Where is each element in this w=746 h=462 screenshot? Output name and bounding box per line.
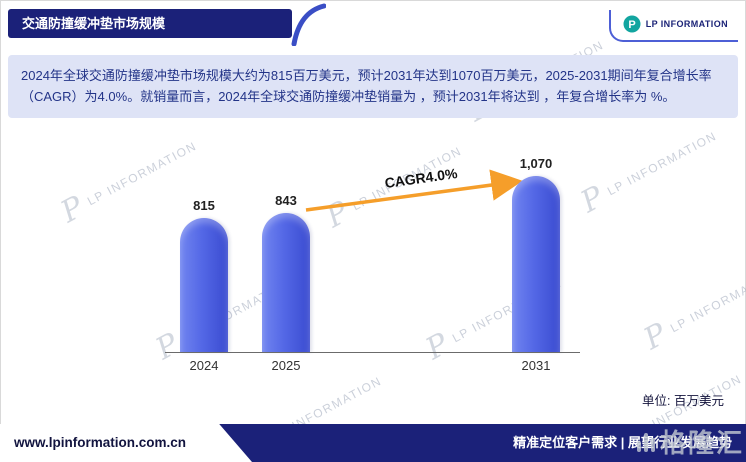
lp-watermark-logo-icon: P: [55, 189, 91, 231]
bar-2031: [512, 176, 560, 352]
bar-group-2031: 1,070: [512, 156, 560, 352]
summary-paragraph: 2024年全球交通防撞缓冲垫市场规模大约为815百万美元，预计2031年达到10…: [8, 55, 738, 118]
website-link[interactable]: www.lpinformation.com.cn: [14, 435, 187, 450]
x-tick-2031: 2031: [521, 358, 551, 373]
svg-text:P: P: [628, 19, 635, 31]
x-axis-line: [165, 352, 580, 353]
x-tick-2024: 2024: [189, 358, 219, 373]
cagr-annotation: CAGR4.0%: [383, 164, 459, 192]
lp-logo-text: LP INFORMATION: [645, 19, 728, 29]
footer: www.lpinformation.com.cn 精准定位客户需求 | 展望行业…: [0, 424, 746, 462]
bar-2025: [262, 213, 310, 352]
title-swoosh-decoration: [291, 3, 326, 46]
bar-group-2025: 843: [262, 193, 310, 352]
summary-text: 2024年全球交通防撞缓冲垫市场规模大约为815百万美元，预计2031年达到10…: [21, 68, 712, 105]
lp-watermark-logo-icon: P: [638, 316, 674, 358]
x-tick-2025: 2025: [271, 358, 301, 373]
bar-value-label-2031: 1,070: [519, 156, 553, 171]
bar-value-label-2025: 843: [275, 193, 297, 208]
unit-label: 单位: 百万美元: [642, 394, 724, 408]
footer-website-area: [0, 424, 252, 462]
bar-value-label-2024: 815: [193, 198, 215, 213]
bar-chart: CAGR4.0% 815 843 1,070 2024 2025 2031: [160, 140, 590, 374]
lp-logo: P LP INFORMATION: [608, 10, 738, 42]
page-title-text: 交通防撞缓冲垫市场规模: [22, 16, 166, 31]
footer-slogan: 精准定位客户需求 | 展望行业发展趋势: [513, 435, 732, 450]
bar-group-2024: 815: [180, 198, 228, 352]
bar-2024: [180, 218, 228, 352]
lp-logo-icon: P: [623, 15, 641, 33]
page-title: 交通防撞缓冲垫市场规模: [8, 9, 292, 38]
